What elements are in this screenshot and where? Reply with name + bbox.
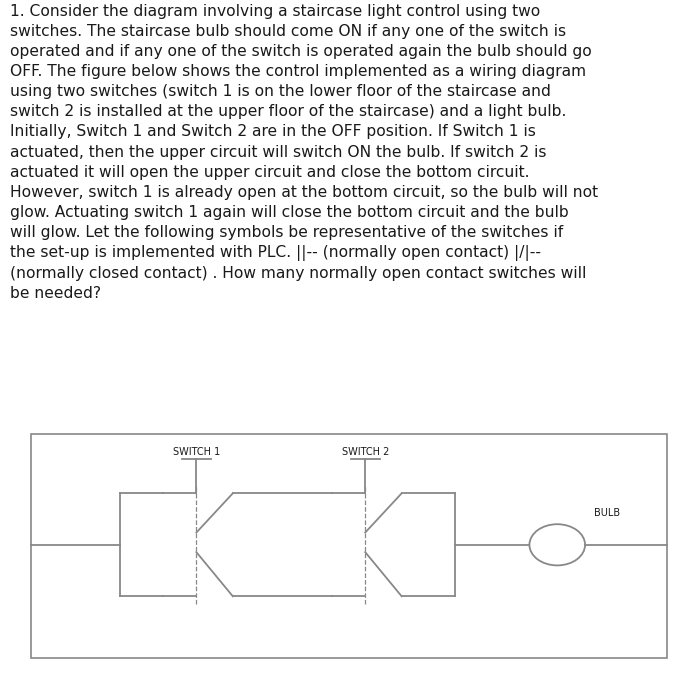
Text: 1. Consider the diagram involving a staircase light control using two
switches. : 1. Consider the diagram involving a stai…: [10, 4, 599, 301]
Text: BULB: BULB: [594, 508, 620, 518]
Text: SWITCH 2: SWITCH 2: [342, 447, 389, 456]
Text: SWITCH 1: SWITCH 1: [173, 447, 220, 456]
